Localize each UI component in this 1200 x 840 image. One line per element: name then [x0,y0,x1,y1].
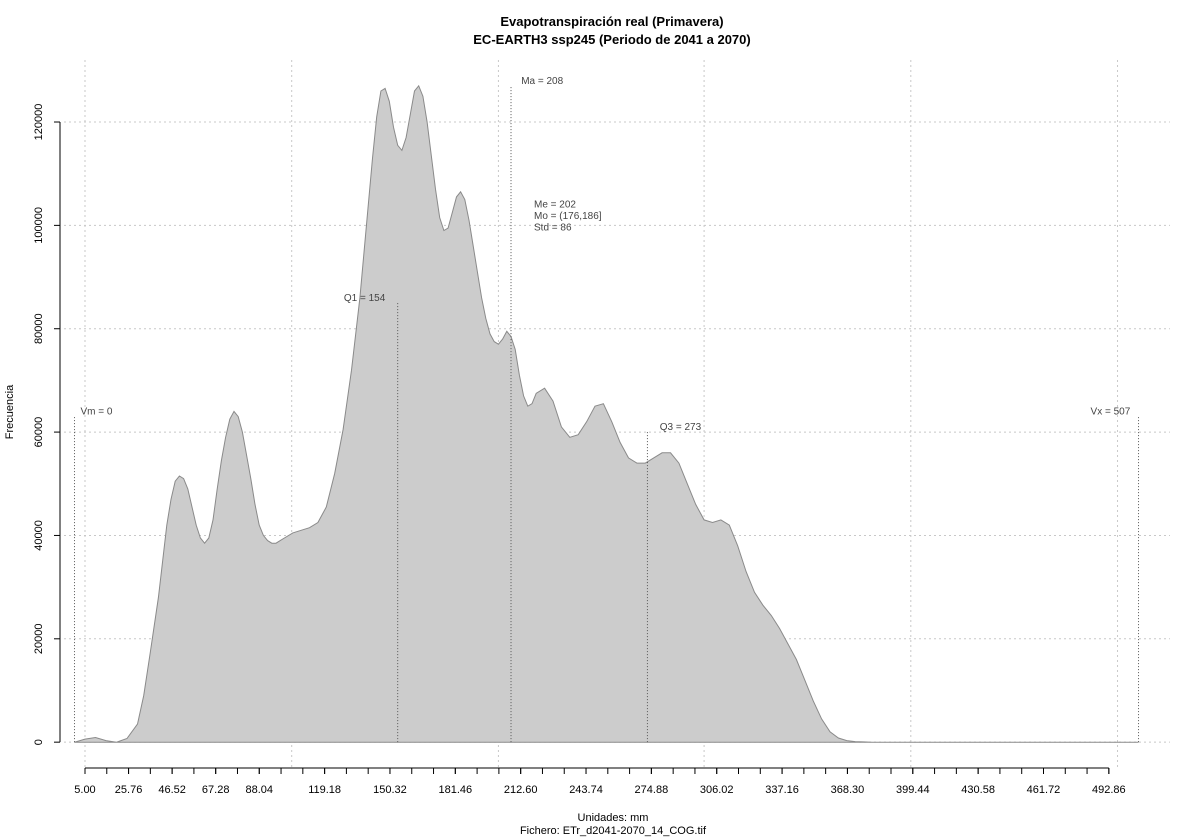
y-axis-label: Frecuencia [4,384,16,439]
x-tick-label: 119.18 [308,784,341,796]
y-tick-label: 80000 [33,313,45,344]
x-tick-label: 461.72 [1027,784,1061,796]
stats-line: Me = 202 [534,199,576,210]
frequency-area [74,84,1139,743]
x-tick-label: 88.04 [245,784,273,796]
file-footer: Fichero: ETr_d2041-2070_14_COG.tif [520,825,707,837]
y-tick-label: 40000 [33,520,45,551]
stats-line: Mo = (176,186] [534,211,602,222]
axis-layer: 0 20000 40000 60000 80000 100000 120000 5.00 25.… [33,104,1126,796]
y-tick-label: 0 [33,739,45,745]
x-tick-label: 306.02 [700,784,734,796]
y-tick-label: 60000 [33,417,45,448]
stat-label: Ma = 208 [521,76,563,87]
y-tick-label: 20000 [33,624,45,655]
x-tick-label: 430.58 [961,784,995,796]
x-axis-label: Unidades: mm [578,812,649,824]
stats-line: Std = 86 [534,222,572,233]
stat-label: Q1 = 154 [344,293,386,304]
x-tick-label: 274.88 [635,784,669,796]
x-tick-label: 5.00 [74,784,95,796]
x-tick-label: 243.74 [569,784,603,796]
x-tick-label: 212.60 [504,784,538,796]
x-tick-label: 46.52 [158,784,186,796]
x-tick-label: 337.16 [765,784,799,796]
x-tick-label: 150.32 [373,784,407,796]
x-tick-label: 67.28 [202,784,230,796]
annotation-layer: Vm = 0 Q1 = 154 Ma = 208 Q3 = 273 Vx = 507 Me… [73,76,1140,743]
x-tick-label: 25.76 [115,784,143,796]
chart-title: Evapotranspiración real (Primavera) [500,14,723,29]
chart-subtitle: EC-EARTH3 ssp245 (Periodo de 2041 a 2070… [473,32,750,47]
stat-label: Vm = 0 [80,407,112,418]
data-area-layer [74,84,1139,743]
stat-label: Q3 = 273 [660,422,702,433]
y-tick-label: 100000 [33,207,45,244]
x-tick-label: 399.44 [896,784,930,796]
stat-label: Vx = 507 [1091,407,1131,418]
y-tick-label: 120000 [33,104,45,141]
x-tick-label: 492.86 [1092,784,1126,796]
x-tick-label: 181.46 [438,784,472,796]
x-tick-label: 368.30 [831,784,865,796]
